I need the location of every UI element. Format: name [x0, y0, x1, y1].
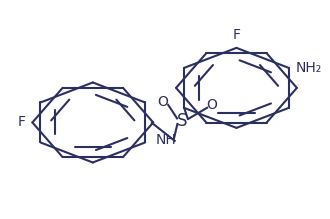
Text: NH₂: NH₂ — [295, 61, 321, 75]
Text: O: O — [207, 98, 217, 112]
Text: NH: NH — [156, 133, 177, 147]
Text: F: F — [17, 115, 25, 129]
Text: O: O — [157, 95, 168, 109]
Text: S: S — [177, 112, 188, 130]
Text: F: F — [232, 28, 241, 42]
